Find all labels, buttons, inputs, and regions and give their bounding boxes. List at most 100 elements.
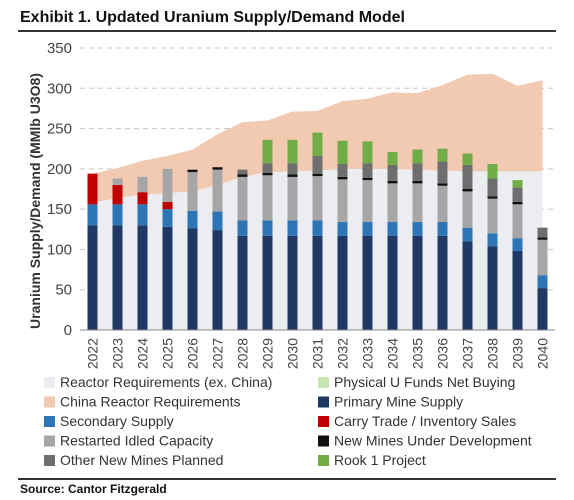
bar-segment <box>287 139 298 164</box>
x-tick-label: 2027 <box>210 338 226 369</box>
bar-segment <box>387 180 398 184</box>
bar-segment <box>187 169 198 173</box>
bar-segment <box>512 180 523 188</box>
bar-segment <box>287 235 298 330</box>
axes: 0 50 100 150 200 250 300 350 2022 2023 2024 2025 202… <box>47 40 555 369</box>
bar-segment <box>112 184 123 205</box>
bar-segment <box>212 230 223 330</box>
x-tick-label: 2023 <box>110 338 126 369</box>
bar-segment <box>87 173 98 205</box>
bar-segment <box>387 151 398 165</box>
legend-swatch <box>44 416 55 427</box>
bar-segment <box>412 222 423 236</box>
bar-segment <box>287 174 298 177</box>
x-tick-label: 2035 <box>410 338 426 369</box>
bar-segment <box>537 239 548 276</box>
legend-swatch <box>318 396 329 408</box>
bar-segment <box>462 227 473 242</box>
legend-label: Restarted Idled Capacity <box>60 433 213 449</box>
x-tick-label: 2039 <box>510 338 526 369</box>
bar-segment <box>437 183 448 186</box>
bar-segment <box>262 175 273 221</box>
bar-segment <box>537 237 548 240</box>
x-tick-label: 2028 <box>235 338 251 369</box>
chart-title: Exhibit 1. Updated Uranium Supply/Demand… <box>20 9 405 26</box>
bar-segment <box>462 191 473 228</box>
bar-segment <box>212 167 223 170</box>
bar-segment <box>262 172 273 176</box>
bar-segment <box>412 183 423 223</box>
legend-swatch <box>44 455 55 466</box>
bar-segment <box>362 163 373 178</box>
y-tick-label: 0 <box>64 322 72 339</box>
bar-segment <box>337 164 348 177</box>
bar-segment <box>462 153 473 165</box>
bar-segment <box>387 183 398 223</box>
bar-segment <box>512 187 523 202</box>
x-tick-label: 2029 <box>260 338 276 369</box>
bar-segment <box>262 163 273 173</box>
y-tick-label: 50 <box>55 282 72 299</box>
bar-segment <box>87 204 98 226</box>
bar-segment <box>237 169 248 175</box>
legend-swatch <box>318 377 329 388</box>
legend-swatch <box>44 377 55 388</box>
bar-segment <box>362 141 373 164</box>
bar-segment <box>312 155 323 174</box>
legend-swatch <box>44 396 55 408</box>
bar-segment <box>137 225 148 330</box>
source-note: Source: Cantor Fitzgerald <box>20 482 167 496</box>
bar-segment <box>512 238 523 252</box>
bar-segment <box>487 178 498 197</box>
bar-segment <box>187 228 198 330</box>
bar-segment <box>312 176 323 221</box>
x-tick-label: 2031 <box>310 338 326 369</box>
bar-segment <box>487 164 498 179</box>
bar-segment <box>537 275 548 289</box>
bar-segment <box>462 241 473 330</box>
y-tick-label: 200 <box>47 161 72 178</box>
legend-swatch <box>318 416 329 427</box>
legend-label: China Reactor Requirements <box>60 394 241 410</box>
legend-label: Reactor Requirements (ex. China) <box>60 374 272 390</box>
source-rule <box>18 478 556 480</box>
bar-segment <box>487 198 498 234</box>
bar-segment <box>462 189 473 192</box>
bar-segment <box>512 201 523 205</box>
bar-segment <box>412 235 423 330</box>
bar-segment <box>187 210 198 229</box>
bar-segment <box>262 235 273 330</box>
bar-segment <box>212 169 223 212</box>
bar-segment <box>362 180 373 223</box>
bar-segment <box>112 178 123 185</box>
bar-segment <box>337 235 348 330</box>
bar-segment <box>487 233 498 247</box>
bar-segment <box>262 220 273 236</box>
bar-segment <box>162 201 173 210</box>
bar-segment <box>362 222 373 236</box>
x-tick-label: 2040 <box>535 338 551 369</box>
y-tick-label: 250 <box>47 121 72 138</box>
bar-segment <box>412 149 423 164</box>
bar-segment <box>437 235 448 330</box>
bar-segment <box>212 211 223 231</box>
bar-segment <box>162 209 173 227</box>
bar-segment <box>412 180 423 184</box>
bar-segment <box>512 251 523 330</box>
bar-segment <box>487 196 498 199</box>
bar-segment <box>337 176 348 180</box>
bar-segment <box>237 220 248 236</box>
bar-segment <box>362 235 373 330</box>
legend-swatch <box>44 435 55 447</box>
x-tick-label: 2030 <box>285 338 301 369</box>
bar-segment <box>237 176 248 221</box>
bar-segment <box>137 176 148 193</box>
bar-segment <box>462 164 473 189</box>
legend-label: Primary Mine Supply <box>334 394 463 410</box>
bar-segment <box>337 140 348 165</box>
bar-segment <box>112 204 123 226</box>
bar-segment <box>312 220 323 236</box>
bar-segment <box>237 235 248 330</box>
bar-segment <box>112 225 123 330</box>
bar-segment <box>287 176 298 221</box>
